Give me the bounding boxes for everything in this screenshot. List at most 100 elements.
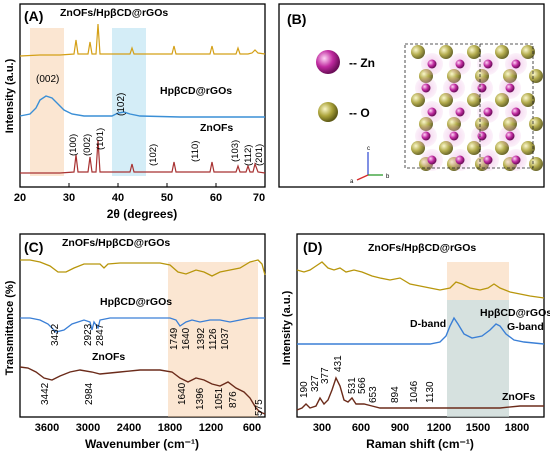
oxygen-atom-24: [521, 141, 535, 155]
ftir-xlabel: Wavenumber (cm⁻¹): [85, 437, 199, 451]
xrd-label-rgo: HpβCD@rGOs: [160, 85, 232, 97]
xrd-peak-rgo-102: (102): [116, 93, 127, 116]
raman-peak-1130: 1130: [425, 381, 436, 403]
oxygen-atom-9: [529, 69, 543, 83]
raman-series-zno: [296, 376, 544, 411]
zinc-atom-6: [477, 83, 487, 93]
ftir-xtick-1200: 1200: [199, 422, 223, 434]
xrd-xlabel: 2θ (degrees): [107, 207, 178, 221]
panel-c-label: (C): [24, 239, 43, 255]
axis-triad: c b a: [350, 146, 390, 185]
xrd-peak-rgo-002: (002): [36, 74, 59, 85]
raman-peak-653: 653: [368, 386, 379, 403]
panel-c-frame: [19, 233, 266, 418]
panel-a-label: (A): [24, 8, 43, 24]
raman-gband-label: G-band: [507, 321, 544, 333]
raman-xtick-300: 300: [313, 422, 331, 434]
ftir-xtick-1800: 1800: [158, 422, 182, 434]
xrd-label-composite: ZnOFs/HpβCD@rGOs: [60, 7, 168, 19]
zinc-atom-18: [483, 155, 493, 165]
ftir-series-zno: [19, 366, 266, 415]
panel-d-label: (D): [303, 239, 322, 255]
ftir-peak-1051: 1051: [214, 387, 225, 410]
oxygen-atom-3: [495, 45, 509, 59]
legend-zn-sphere: [316, 50, 340, 74]
raman-peak-377: 377: [320, 367, 331, 384]
xrd-peak-103: (103): [230, 140, 241, 162]
raman-series-rgo: [297, 316, 545, 345]
ftir-label-composite: ZnOFs/HpβCD@rGOs: [62, 237, 170, 249]
panel-c: (C) ZnOFs/HpβCD@rGOs HpβCD@rGOs 3432 292…: [4, 233, 266, 451]
zinc-atom-5: [449, 83, 459, 93]
axis-c-label: c: [367, 146, 370, 152]
raman-label-composite: ZnOFs/HpβCD@rGOs: [368, 242, 476, 254]
axis-a-label: a: [350, 179, 354, 185]
zinc-atom-16: [427, 155, 437, 165]
ftir-peak-2847: 2847: [95, 323, 106, 346]
ftir-xtick-2400: 2400: [117, 422, 141, 434]
xrd-series-zno: [20, 139, 266, 174]
panel-d-highlight-blue: [447, 300, 509, 417]
xrd-ylabel: Intensity (a.u.): [4, 58, 16, 133]
xrd-peak-101: (101): [95, 128, 106, 150]
panel-a-highlight-2: [112, 28, 146, 176]
raman-label-zno: ZnOFs: [502, 391, 535, 403]
panel-d-xticks: 300 600 900 1200 1500 1800: [313, 422, 529, 434]
panel-d-frame: [296, 233, 545, 418]
oxygen-atom-19: [529, 117, 543, 131]
ftir-peak-1640: 1640: [181, 327, 192, 350]
xrd-series-rgo: [19, 95, 265, 118]
raman-xtick-1200: 1200: [427, 422, 451, 434]
panel-c-xticks: 3600 3000 2400 1800 1200 600: [35, 422, 261, 434]
ftir-peak-2923: 2923: [83, 323, 94, 346]
legend-zn-label: -- Zn: [349, 56, 375, 70]
ftir-label-zno: ZnOFs: [92, 351, 125, 363]
ftir-peak-575: 575: [254, 399, 265, 416]
raman-label-rgo: HpβCD@rGOs: [480, 307, 550, 319]
oxygen-atom-29: [529, 157, 543, 171]
xrd-xtick-70: 70: [253, 192, 265, 204]
raman-peak-327: 327: [310, 375, 321, 392]
zinc-atom-4: [421, 83, 431, 93]
ftir-peak-3432: 3432: [50, 323, 61, 346]
xrd-peak-110: (110): [190, 141, 201, 162]
raman-xtick-600: 600: [352, 422, 370, 434]
crystal-structure: [411, 45, 543, 171]
ftir-label-rgo: HpβCD@rGOs: [100, 296, 172, 308]
ftir-peak-876: 876: [228, 391, 239, 408]
oxygen-atom-4: [521, 45, 535, 59]
oxygen-atom-0: [411, 45, 425, 59]
panel-b: (B) -- Zn -- O c b a: [278, 3, 545, 188]
ftir-peak-1749: 1749: [169, 327, 180, 350]
zinc-atom-3: [511, 59, 521, 69]
raman-xtick-1500: 1500: [466, 422, 490, 434]
xrd-xtick-40: 40: [112, 192, 124, 204]
raman-ylabel: Intensity (a.u.): [281, 290, 293, 365]
zinc-atom-12: [421, 131, 431, 141]
zinc-atom-8: [427, 107, 437, 117]
ftir-xtick-3600: 3600: [35, 422, 59, 434]
panel-a-xticks: 20 30 40 50 60 70: [14, 183, 266, 204]
ftir-series-rgo: [20, 317, 265, 333]
xrd-peak-002: (002): [82, 134, 93, 156]
zinc-atom-2: [483, 59, 493, 69]
panel-a-frame: [19, 3, 266, 188]
panel-a: (A) ZnOFs/HpβCD@rGOs HpβCD@rGOs (002) (1…: [4, 3, 266, 221]
xrd-label-zno: ZnOFs: [200, 122, 233, 134]
raman-xlabel: Raman shift (cm⁻¹): [366, 437, 474, 451]
xrd-peak-100: (100): [68, 134, 79, 156]
legend-o-sphere: [318, 102, 338, 122]
ftir-peak-1126: 1126: [208, 328, 219, 350]
raman-peak-894: 894: [390, 386, 401, 403]
zinc-atom-1: [455, 59, 465, 69]
panel-b-frame: [278, 3, 545, 188]
oxygen-atom-14: [521, 93, 535, 107]
ftir-peak-1396: 1396: [195, 387, 206, 410]
axis-b-label: b: [386, 174, 390, 180]
legend-o-label: -- O: [349, 106, 370, 120]
xrd-peak-201: (201): [254, 144, 265, 166]
zinc-atom-11: [511, 107, 521, 117]
zinc-atom-10: [483, 107, 493, 117]
raman-peak-190: 190: [299, 381, 310, 398]
ftir-xtick-600: 600: [243, 422, 261, 434]
